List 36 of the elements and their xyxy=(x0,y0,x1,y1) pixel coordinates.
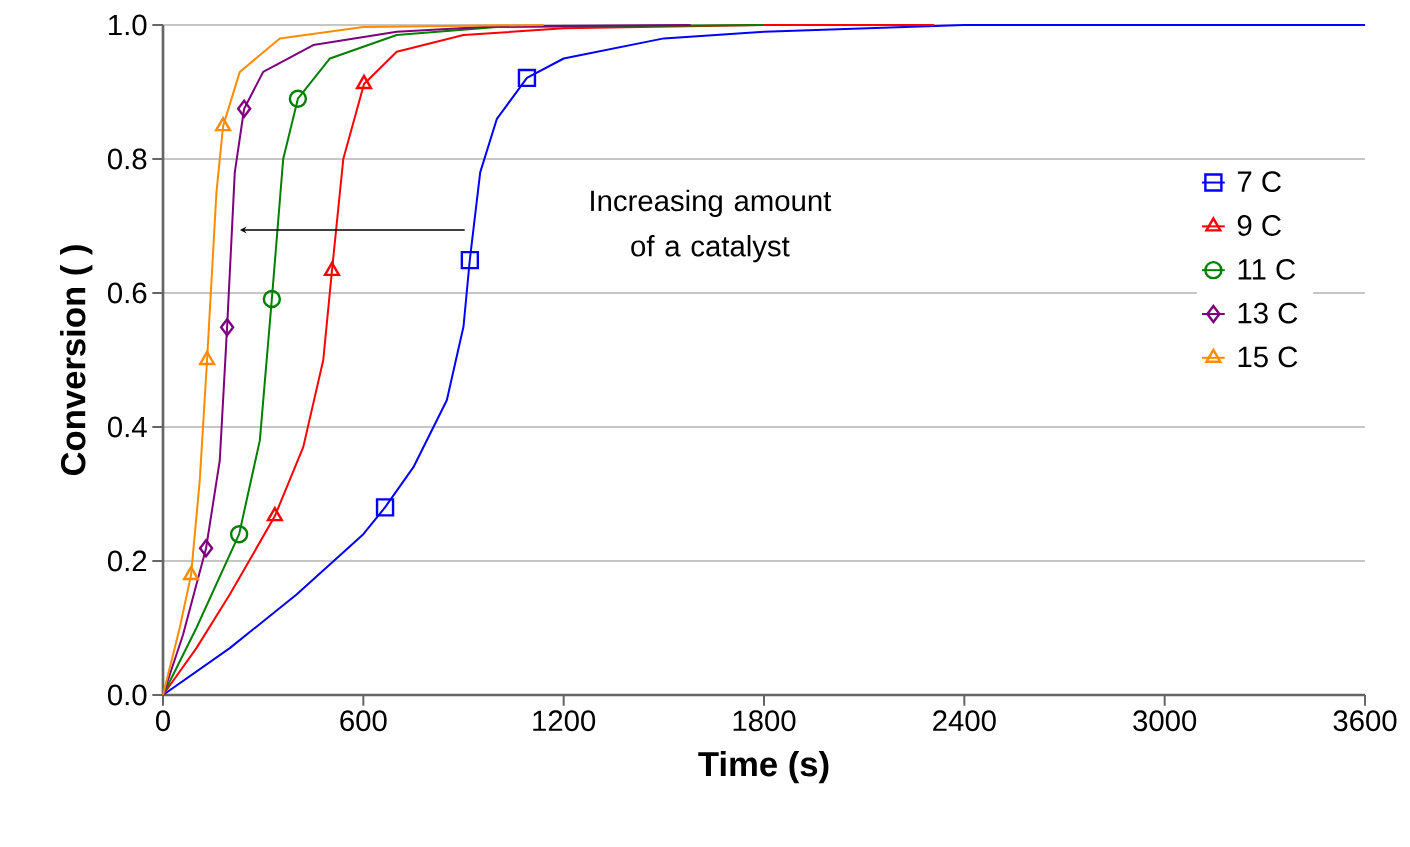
point xyxy=(375,498,395,517)
y-tick-label: 0.8 xyxy=(108,148,147,170)
legend-label: 15 C xyxy=(1238,346,1298,368)
legend-label: 7 C xyxy=(1237,171,1281,193)
point xyxy=(355,74,373,90)
point xyxy=(236,99,252,118)
y-tick-label: 1.0 xyxy=(109,14,147,36)
y-tick-label: 0.6 xyxy=(108,282,147,304)
x-tick-label: 1200 xyxy=(533,710,596,732)
y-tick-label: 0.2 xyxy=(108,550,147,572)
x-tick-label: 0 xyxy=(156,710,171,732)
legend-label: 13 C xyxy=(1238,302,1298,324)
y-tick-label: 0.4 xyxy=(108,416,147,438)
point xyxy=(288,89,308,108)
point xyxy=(460,250,480,270)
point xyxy=(229,525,249,544)
point xyxy=(262,289,282,309)
point xyxy=(198,539,214,558)
point xyxy=(198,350,216,366)
annotation: Increasing amount of a catalyst xyxy=(591,189,832,263)
legend-label: 11 C xyxy=(1238,258,1296,280)
y-tick-label: 0.0 xyxy=(108,684,147,706)
point xyxy=(517,68,537,88)
point xyxy=(219,317,235,337)
point xyxy=(266,506,283,522)
x-axis-title: Time (s) xyxy=(698,750,829,784)
x-tick-label: 3600 xyxy=(1333,710,1397,732)
point xyxy=(182,565,200,581)
y-axis-title: Conversion ( ) xyxy=(60,245,93,476)
x-tick-label: 3000 xyxy=(1133,710,1197,732)
point xyxy=(323,261,341,277)
point xyxy=(214,116,232,132)
x-tick-label: 1800 xyxy=(733,710,796,732)
legend-label: 9 C xyxy=(1237,215,1281,236)
x-tick-label: 600 xyxy=(340,710,387,732)
x-tick-label: 2400 xyxy=(933,710,996,732)
